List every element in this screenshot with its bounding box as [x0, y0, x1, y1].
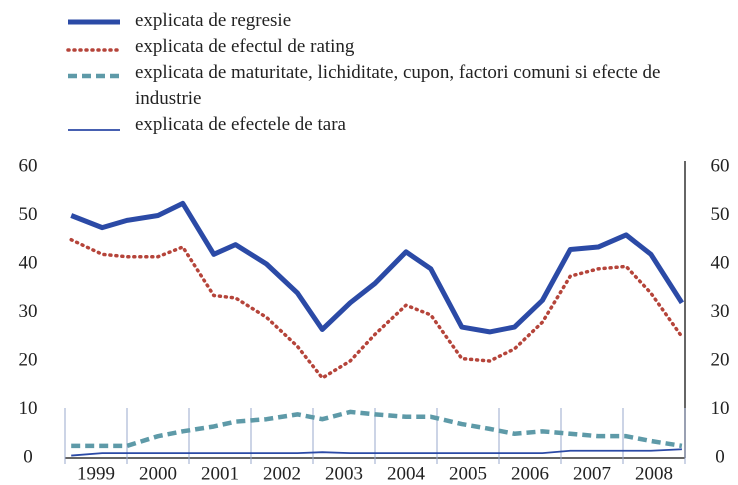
legend-label: explicata de maturitate, lichiditate, cu… [135, 62, 661, 109]
y-tick-label: 40 [19, 252, 38, 273]
y-tick-label: 0 [23, 446, 33, 467]
y2-tick-label: 20 [711, 349, 730, 370]
y2-tick-label: 30 [711, 301, 730, 322]
series-line [71, 448, 682, 457]
series-line [69, 238, 684, 380]
legend: explicata de regresie explicata de efectu… [135, 8, 715, 138]
x-tick-label: 1999 [77, 463, 115, 484]
x-tick-label: 2003 [325, 463, 363, 484]
legend-label: explicata de efectele de tara [135, 114, 346, 135]
y-tick-label: 20 [19, 349, 38, 370]
x-tick-label: 2006 [511, 463, 549, 484]
y2-tick-label: 50 [711, 204, 730, 225]
series-line [71, 409, 683, 449]
y2-tick-label: 40 [711, 252, 730, 273]
y2-tick-label: 0 [715, 446, 725, 467]
x-tick-label: 2007 [573, 463, 611, 484]
x-tick-label: 2005 [449, 463, 487, 484]
x-tick-label: 2008 [635, 463, 673, 484]
series-line [70, 200, 685, 335]
y-tick-label: 60 [19, 155, 38, 176]
x-tick-label: 2000 [139, 463, 177, 484]
legend-label: explicata de efectul de rating [135, 36, 355, 57]
x-tick-label: 2002 [263, 463, 301, 484]
y-tick-label: 10 [19, 398, 38, 419]
x-tick-label: 2004 [387, 463, 426, 484]
x-tick-label: 2001 [201, 463, 239, 484]
y-tick-label: 50 [19, 204, 38, 225]
y-tick-label: 30 [19, 301, 38, 322]
y2-tick-label: 60 [711, 155, 730, 176]
legend-label: explicata de regresie [135, 10, 292, 31]
y2-tick-label: 10 [711, 398, 730, 419]
